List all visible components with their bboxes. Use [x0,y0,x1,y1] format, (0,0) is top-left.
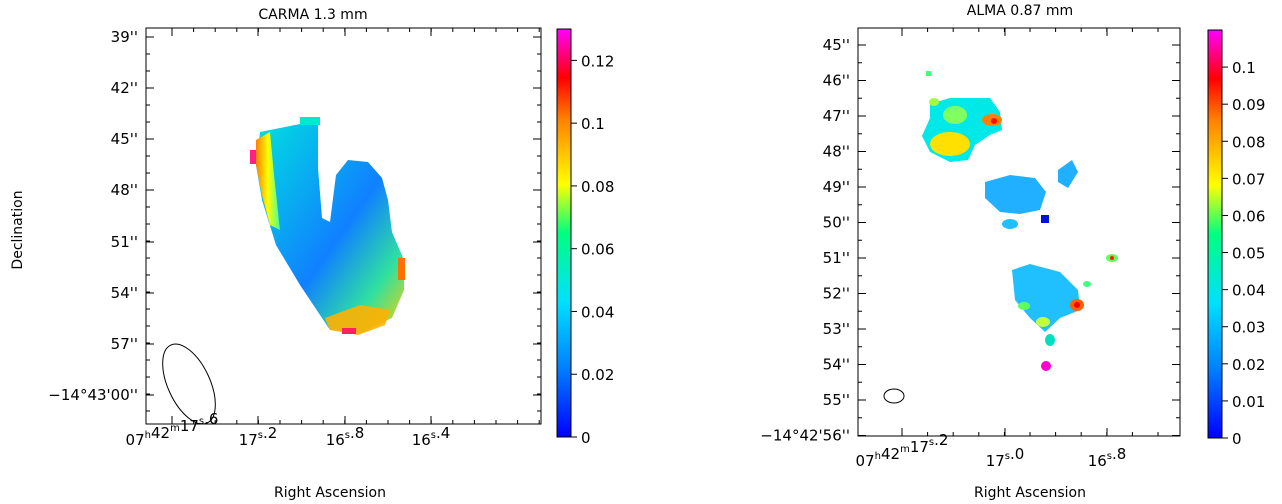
carma-plot-frame [145,27,542,425]
carma-west-edge [256,132,280,230]
carma-cbtick-label: 0.06 [581,241,614,259]
alma-central-blob [985,175,1046,214]
alma-north-bright-lobe [930,132,970,156]
carma-cbtick-label: 0 [581,429,591,447]
carma-ytick-label: 48'' [111,181,138,199]
alma-xtick-label: 17s.0 [986,445,1025,470]
carma-east-edge [398,258,405,280]
alma-cbtick-label: 0.06 [1232,207,1265,225]
alma-xtick-label: 16s.8 [1088,445,1127,470]
alma-ytick-label: 48'' [823,143,850,161]
alma-central-dip [1041,215,1049,223]
carma-xlabel: Right Ascension [274,485,386,501]
carma-ytick-label: 57'' [111,335,138,353]
carma-xtick-label: 16s.4 [412,424,451,449]
alma-south-peak [1074,302,1080,308]
alma-ytick-label: 46'' [823,72,850,90]
alma-cbtick-label: 0.03 [1232,319,1265,337]
alma-cbtick-label: 0.05 [1232,245,1265,263]
alma-east-arc [1058,160,1078,188]
alma-cbtick-label: 0.04 [1232,282,1265,300]
carma-xtick-label: 17s.2 [239,424,278,449]
alma-small-knot [1083,281,1091,287]
alma-xtick-label: 07h42m17s.2 [856,431,949,470]
carma-south-edge [325,305,390,335]
alma-south-knot-1 [1036,317,1050,327]
alma-south-knot-2 [1045,334,1055,346]
carma-y-axis: 39'' 42'' 45'' 48'' 51'' 54'' 57'' −14°43'00'' [48,28,541,412]
carma-source [256,124,404,333]
carma-ytick-label: 45'' [111,130,138,148]
carma-ytick-label: 54'' [111,284,138,302]
alma-colorbar-ticks: 0 0.01 0.02 0.03 0.04 0.05 0.06 0.07 0.08 0.09 0.1 [1222,59,1265,448]
carma-panel: CARMA 1.3 mm 39'' 42'' 45'' 48'' 51'' 54'' 57'… [10,7,614,501]
alma-south-knot-3 [1018,302,1030,310]
alma-north-lobe [943,106,967,124]
alma-title: ALMA 0.87 mm [967,3,1073,19]
alma-ytick-label: 45'' [823,36,850,54]
alma-ytick-label: −14°42'56'' [760,427,850,445]
alma-south-complex [1012,264,1080,332]
alma-southern-peak [1041,361,1051,371]
alma-ytick-label: 51'' [823,249,850,267]
carma-ytick-label: 42'' [111,79,138,97]
carma-ytick-label: −14°43'00'' [48,386,138,404]
alma-ytick-label: 55'' [823,391,850,409]
carma-colorbar [556,28,572,438]
carma-south-peak [342,328,356,334]
alma-cbtick-label: 0.02 [1232,356,1265,374]
carma-xtick-label: 07h42m17s.6 [126,410,219,449]
alma-cbtick-label: 0 [1232,430,1242,448]
alma-cbtick-label: 0.1 [1232,59,1256,77]
alma-ytick-label: 54'' [823,356,850,374]
alma-beam-ellipse [883,388,905,404]
alma-x-axis: 07h42m17s.2 17s.0 16s.8 [856,28,1159,470]
alma-northwest-dot [926,71,931,76]
alma-cbtick-label: 0.08 [1232,133,1265,151]
carma-cbtick-label: 0.08 [581,178,614,196]
alma-ytick-label: 52'' [823,285,850,303]
alma-ytick-label: 47'' [823,107,850,125]
carma-ylabel: Declination [10,190,26,269]
alma-cbtick-label: 0.01 [1232,393,1265,411]
carma-west-peak [250,150,256,164]
alma-north-knot [929,98,939,106]
alma-y-axis: 45'' 46'' 47'' 48'' 49'' 50'' 51'' 52'' 53'' 54''… [760,36,1180,445]
carma-beam-ellipse [162,343,216,425]
alma-ytick-label: 49'' [823,178,850,196]
carma-ytick-label: 39'' [111,28,138,46]
alma-north-peak [991,118,997,124]
carma-emission-map [250,117,405,335]
alma-xlabel: Right Ascension [974,485,1086,501]
carma-x-axis: 07h42m17s.6 17s.2 16s.8 16s.4 [126,28,540,449]
carma-xtick-label: 16s.8 [326,424,365,449]
alma-ytick-label: 50'' [823,214,850,232]
carma-colorbar-ticks: 0 0.02 0.04 0.06 0.08 0.1 0.12 [571,52,614,447]
alma-cbtick-label: 0.09 [1232,96,1265,114]
carma-cbtick-label: 0.02 [581,366,614,384]
carma-ytick-label: 51'' [111,233,138,251]
carma-title: CARMA 1.3 mm [258,7,367,23]
alma-plot-frame [857,27,1181,437]
carma-cbtick-label: 0.1 [581,115,605,133]
alma-emission-map [922,71,1118,371]
alma-panel: ALMA 0.87 mm [760,3,1265,501]
alma-colorbar [1207,29,1223,439]
carma-cbtick-label: 0.04 [581,303,614,321]
alma-central-knot [1002,219,1018,229]
alma-cbtick-label: 0.07 [1232,170,1265,188]
carma-north-tip [300,117,320,125]
carma-cbtick-label: 0.12 [581,52,614,70]
alma-ytick-label: 53'' [823,320,850,338]
alma-east-peak [1110,256,1114,260]
